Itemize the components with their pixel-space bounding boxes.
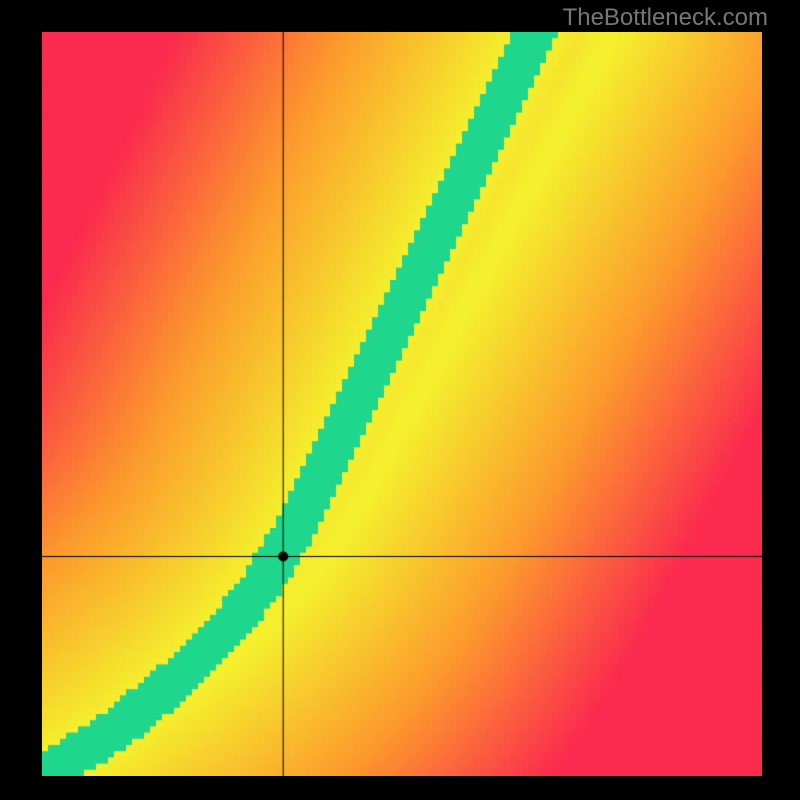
heatmap-canvas — [42, 32, 762, 776]
chart-container: TheBottleneck.com — [0, 0, 800, 800]
watermark-text: TheBottleneck.com — [563, 4, 768, 32]
